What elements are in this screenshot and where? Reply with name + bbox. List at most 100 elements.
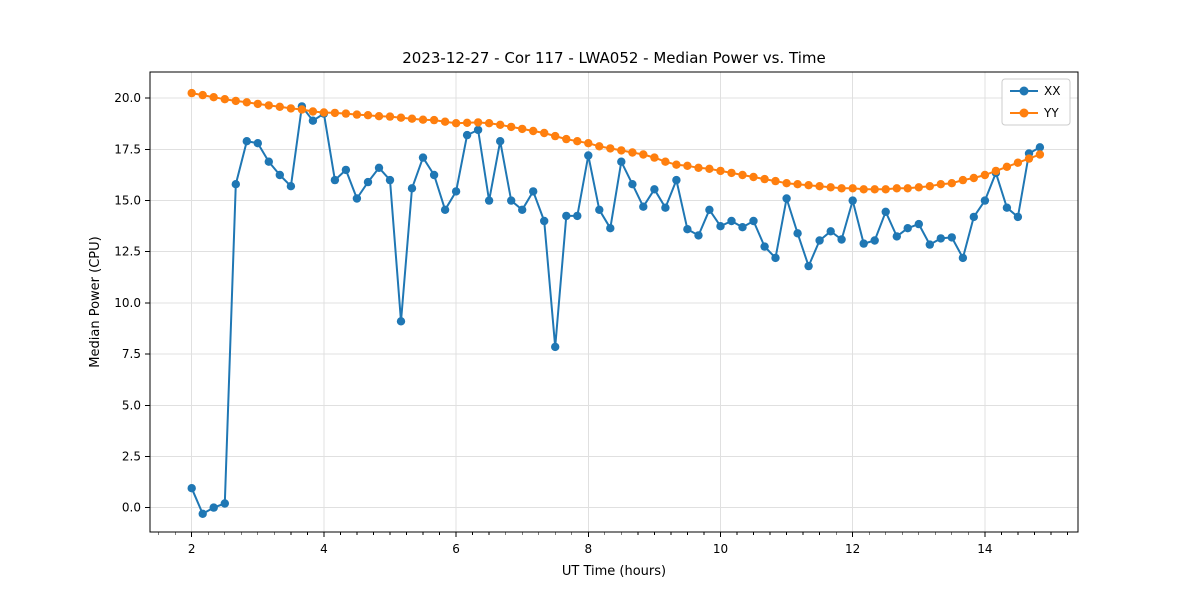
series-xx-marker	[540, 216, 549, 226]
series-yy-marker	[529, 126, 538, 136]
series-xx-marker	[396, 317, 406, 326]
series-yy-marker	[473, 118, 483, 127]
series-yy-marker	[826, 183, 835, 192]
series-xx-marker	[980, 196, 990, 205]
series-xx-marker	[859, 239, 868, 248]
y-tick-label: 17.5	[114, 142, 141, 156]
series-yy-marker	[308, 107, 318, 116]
chart-title: 2023-12-27 - Cor 117 - LWA052 - Median P…	[402, 49, 826, 67]
series-yy-marker	[892, 184, 901, 193]
series-yy-marker	[606, 144, 615, 153]
series-yy-marker	[573, 137, 582, 146]
series-xx-marker	[870, 236, 879, 245]
y-tick-label: 5.0	[122, 398, 141, 412]
legend-marker-yy	[1019, 108, 1029, 118]
series-yy-marker	[617, 146, 626, 155]
series-yy-marker	[903, 184, 912, 193]
series-xx-marker	[617, 157, 626, 166]
series-xx-marker	[462, 130, 472, 140]
series-yy-marker	[980, 170, 990, 180]
legend-label-xx: XX	[1044, 84, 1060, 98]
series-xx-marker	[385, 175, 395, 185]
series-xx-marker	[242, 137, 251, 146]
series-yy-marker	[694, 163, 703, 172]
series-xx-marker	[914, 219, 923, 229]
y-tick-label: 15.0	[114, 194, 141, 208]
series-yy-marker	[782, 179, 791, 188]
series-yy-marker	[462, 118, 472, 128]
series-xx-marker	[804, 261, 813, 271]
series-xx-marker	[661, 203, 670, 212]
series-yy-marker	[793, 180, 802, 189]
series-yy-marker	[507, 122, 516, 132]
series-xx-marker	[749, 216, 758, 226]
series-yy-marker	[914, 183, 923, 192]
series-xx-marker	[683, 225, 692, 234]
series-xx-marker	[705, 205, 714, 214]
series-yy-marker	[496, 120, 505, 129]
series-xx-marker	[573, 211, 582, 221]
series-xx-marker	[738, 223, 747, 232]
series-yy-marker	[264, 101, 273, 110]
series-xx-marker	[837, 235, 846, 244]
series-xx-marker	[275, 170, 284, 180]
series-yy-marker	[881, 185, 890, 194]
series-yy-marker	[341, 109, 351, 118]
series-yy-marker	[187, 88, 196, 98]
series-yy-marker	[672, 160, 681, 169]
series-xx-marker	[451, 187, 461, 196]
plot-area: 2 4 6 8 10 12 14 0.0 2.5 5.0 7.5 10.0 12.5 15.0 17.5 20…	[114, 71, 1079, 556]
legend-label-yy: YY	[1043, 106, 1059, 120]
series-xx-marker	[650, 185, 659, 194]
series-yy-marker	[275, 102, 284, 112]
series-yy-marker	[925, 182, 934, 191]
series-xx-marker	[253, 139, 262, 148]
series-xx-marker	[771, 253, 780, 263]
series-xx-marker	[936, 234, 945, 243]
series-xx-marker	[187, 484, 196, 493]
series-xx-marker	[429, 170, 439, 180]
series-yy-marker	[407, 114, 417, 123]
series-yy-marker	[418, 115, 428, 124]
series-xx-marker	[1002, 203, 1012, 212]
series-yy-marker	[947, 179, 956, 188]
series-yy-marker	[1002, 162, 1012, 171]
series-yy-marker	[429, 115, 439, 125]
series-xx-marker	[848, 196, 857, 205]
series-yy-marker	[385, 112, 395, 121]
series-yy-marker	[639, 150, 648, 159]
series-xx-marker	[407, 184, 417, 193]
series-yy-marker	[209, 93, 218, 102]
series-yy-marker	[440, 117, 450, 126]
series-xx-marker	[286, 182, 296, 191]
series-xx-marker	[782, 194, 791, 203]
series-yy-marker	[551, 131, 560, 141]
series-xx-marker	[826, 227, 835, 236]
plot-background	[150, 72, 1078, 532]
series-yy-marker	[562, 134, 571, 144]
series-yy-marker	[936, 180, 945, 189]
series-yy-marker	[220, 95, 229, 104]
series-yy-marker	[727, 168, 736, 178]
y-tick-label: 12.5	[114, 245, 141, 259]
series-xx-marker	[727, 216, 736, 226]
series-yy-marker	[253, 99, 262, 109]
series-xx-marker	[958, 253, 968, 263]
y-tick-label: 7.5	[122, 347, 141, 361]
x-tick-label: 10	[713, 542, 728, 556]
series-yy-marker	[518, 124, 527, 134]
series-yy-marker	[330, 108, 340, 118]
y-tick-label: 20.0	[114, 91, 141, 105]
series-xx-marker	[892, 232, 901, 241]
series-xx-marker	[716, 222, 725, 231]
series-xx-marker	[694, 231, 703, 240]
series-yy-marker	[352, 110, 362, 119]
series-xx-marker	[529, 187, 538, 196]
series-xx-marker	[209, 503, 218, 512]
series-xx-marker	[639, 202, 648, 211]
series-xx-marker	[551, 342, 560, 352]
series-xx-marker	[507, 196, 516, 205]
series-xx-marker	[220, 499, 229, 508]
series-yy-marker	[716, 166, 725, 176]
series-xx-marker	[440, 205, 450, 214]
